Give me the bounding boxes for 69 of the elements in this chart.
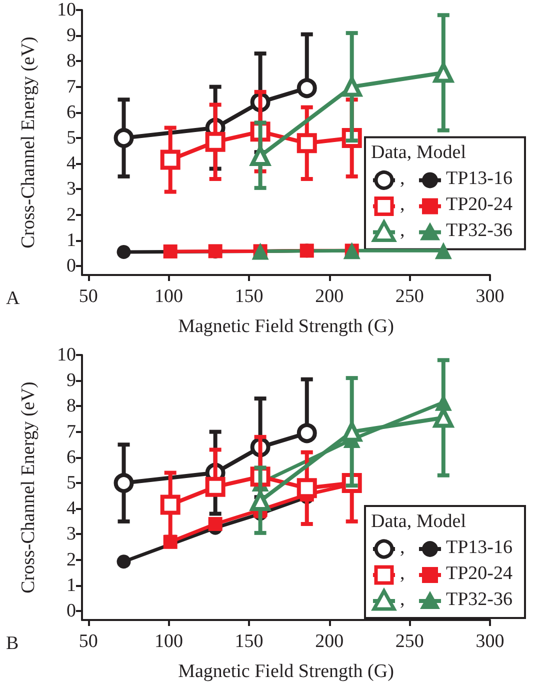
legend-label: , xyxy=(400,563,405,584)
legend-label: TP13-16 xyxy=(446,168,512,190)
point xyxy=(296,133,317,154)
x-tick-label: 100 xyxy=(154,286,183,307)
y-tick-label: 5 xyxy=(66,472,76,494)
y-tick-label: 7 xyxy=(66,421,76,442)
legend-title: Data, Model xyxy=(371,142,466,164)
x-tick-label: 300 xyxy=(476,286,504,307)
point xyxy=(205,476,226,497)
legend-label: TP13-16 xyxy=(446,537,512,558)
y-tick-label: 1 xyxy=(66,574,76,596)
y-tick-label: 9 xyxy=(66,25,76,46)
x-tick-label: 50 xyxy=(78,286,98,307)
text: B xyxy=(6,633,19,654)
legend-label: TP32-36 xyxy=(446,589,512,610)
x-tick-label: 100 xyxy=(154,631,183,652)
point xyxy=(114,128,134,148)
text: A xyxy=(6,288,20,309)
y-axis-title: Cross-Channel Energy (eV) xyxy=(18,382,39,594)
y-tick-label: 3 xyxy=(66,524,76,545)
y-axis-title: Cross-Channel Energy (eV) xyxy=(18,36,39,248)
legend-label: , xyxy=(400,589,405,610)
y-tick-label: 4 xyxy=(66,498,76,520)
y-tick-label: 7 xyxy=(66,76,76,98)
point xyxy=(296,423,317,444)
point xyxy=(296,478,317,498)
y-tick-label: 9 xyxy=(66,370,76,392)
y-tick-label: 2 xyxy=(66,204,76,226)
y-tick-label: 4 xyxy=(66,153,76,174)
x-tick-label: 150 xyxy=(234,631,264,652)
point xyxy=(116,554,131,569)
legend-label: TP32-36 xyxy=(446,220,512,242)
x-tick-label: 200 xyxy=(315,631,344,652)
legend-label: , xyxy=(400,194,405,216)
y-tick-label: 3 xyxy=(66,178,76,200)
legend-label: TP20-24 xyxy=(446,194,513,216)
x-tick-label: 300 xyxy=(476,631,504,652)
point xyxy=(205,132,226,152)
point xyxy=(434,242,452,260)
x-tick-label: 250 xyxy=(395,631,424,652)
x-tick-label: 150 xyxy=(234,286,264,307)
x-tick-label: 50 xyxy=(78,631,98,652)
point xyxy=(208,516,222,531)
point xyxy=(163,244,178,258)
y-tick-label: 8 xyxy=(66,396,76,417)
y-tick-label: 8 xyxy=(66,50,76,72)
x-axis-title: Magnetic Field Strength (G) xyxy=(178,316,394,337)
legend-label: , xyxy=(400,220,405,242)
y-tick-label: 5 xyxy=(66,128,76,149)
point xyxy=(296,78,317,98)
legend-label: , xyxy=(400,168,405,190)
y-tick-label: 0 xyxy=(66,600,76,622)
x-tick-label: 200 xyxy=(315,286,344,307)
y-tick-label: 0 xyxy=(66,256,76,277)
legend-label: , xyxy=(400,537,405,558)
x-tick-label: 250 xyxy=(395,286,424,307)
legend-label: TP20-24 xyxy=(446,563,513,584)
x-axis-title: Magnetic Field Strength (G) xyxy=(178,661,394,682)
y-tick-label: 10 xyxy=(57,0,76,20)
y-tick-label: 2 xyxy=(66,549,76,570)
point xyxy=(114,473,134,494)
point xyxy=(160,150,180,170)
y-tick-label: 6 xyxy=(66,102,76,123)
point xyxy=(160,494,180,515)
y-tick-label: 1 xyxy=(66,230,76,251)
y-tick-label: 6 xyxy=(66,446,76,468)
y-tick-label: 10 xyxy=(57,344,76,366)
legend-title: Data, Model xyxy=(371,511,466,532)
point xyxy=(116,244,131,259)
